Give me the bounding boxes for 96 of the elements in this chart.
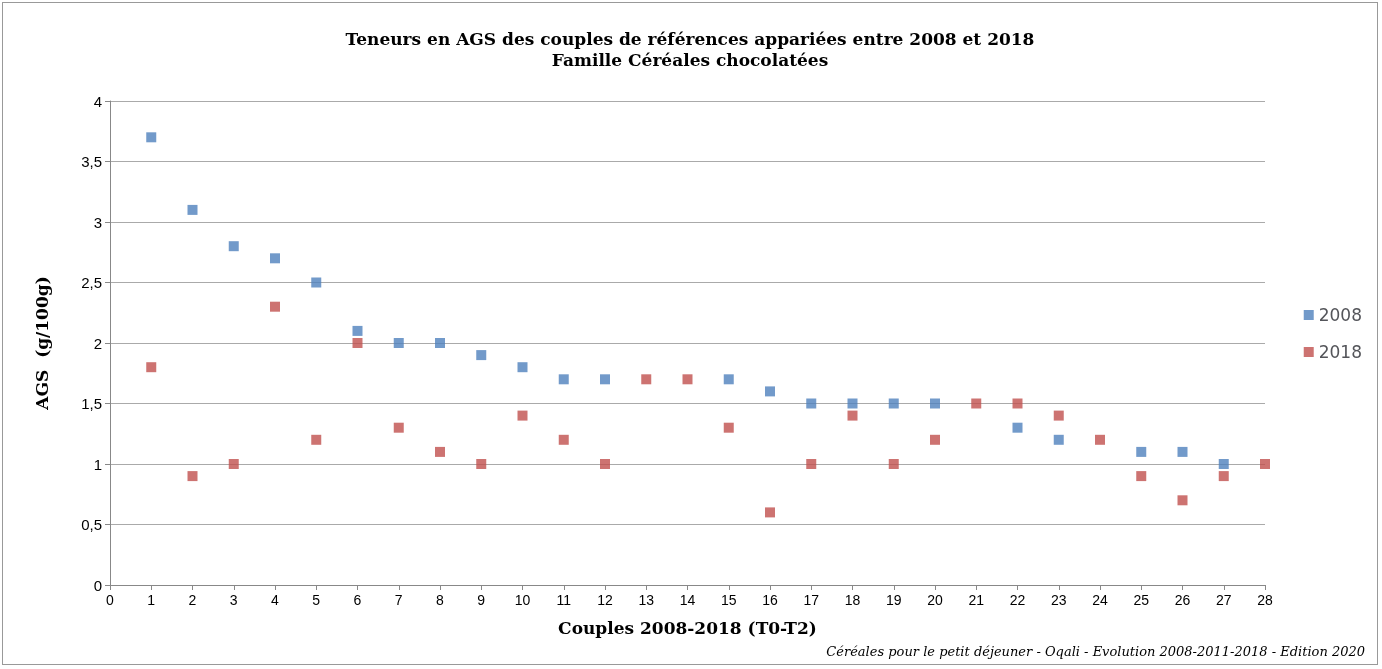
y-tick-label: 0,5 <box>81 516 102 533</box>
x-tick-label: 2 <box>188 592 197 608</box>
x-tick-label: 11 <box>556 592 572 608</box>
point <box>1012 398 1023 409</box>
point <box>806 459 817 469</box>
point <box>517 410 528 421</box>
point <box>270 253 280 264</box>
point <box>765 386 775 397</box>
point <box>435 338 445 348</box>
x-tick-label: 9 <box>477 592 486 608</box>
x-tick-label: 26 <box>1174 592 1191 608</box>
point <box>435 446 445 457</box>
point <box>146 362 157 373</box>
point <box>682 374 693 385</box>
point <box>1053 434 1064 445</box>
x-tick-label: 19 <box>885 592 902 608</box>
point <box>228 241 239 252</box>
point <box>847 410 858 421</box>
x-tick-label: 5 <box>312 592 321 608</box>
x-tick-label: 0 <box>106 592 115 608</box>
x-tick-label: 18 <box>844 592 861 608</box>
point <box>558 434 569 445</box>
y-tick-label: 2 <box>93 334 102 352</box>
y-tick-label: 3,5 <box>81 153 102 170</box>
x-tick-label: 15 <box>720 592 737 608</box>
point <box>1095 434 1105 445</box>
x-tick-label: 21 <box>968 592 985 608</box>
point <box>971 398 982 409</box>
point <box>888 459 899 469</box>
x-tick-label: 7 <box>394 592 403 608</box>
point <box>723 374 734 385</box>
point <box>558 374 569 385</box>
point <box>1177 495 1188 506</box>
x-tick-label: 16 <box>762 592 778 608</box>
point <box>723 422 734 433</box>
x-tick-label: 4 <box>271 592 280 608</box>
legend-label: 2018 <box>1318 342 1362 362</box>
point <box>187 204 198 215</box>
point <box>476 459 487 469</box>
x-tick-label: 27 <box>1215 592 1232 608</box>
point <box>1136 446 1147 457</box>
x-tick-label: 1 <box>147 592 156 608</box>
chart-title: Teneurs en AGS des couples de références appariées entre 2008 et 2018 <box>345 28 1035 49</box>
point <box>393 422 404 433</box>
x-tick-label: 24 <box>1092 592 1108 608</box>
point <box>641 374 652 385</box>
x-tick-label: 13 <box>638 592 655 608</box>
point <box>1012 422 1023 433</box>
x-tick-label: 25 <box>1133 592 1150 608</box>
point <box>228 459 239 469</box>
point <box>311 434 322 445</box>
x-tick-label: 6 <box>353 592 362 608</box>
point <box>146 132 157 143</box>
y-tick-label: 3 <box>93 213 102 231</box>
x-axis-title: Couples 2008-2018 (T0-T2) <box>558 617 817 638</box>
point <box>270 301 280 312</box>
point <box>476 350 487 361</box>
x-tick-label: 22 <box>1009 592 1026 608</box>
text: Céréales pour le petit déjeuner - Oqali - Evolution 2008-2011-2018 - Edition 2020 <box>826 644 1366 659</box>
x-tick-label: 10 <box>514 592 531 608</box>
point <box>1177 446 1188 457</box>
point <box>1218 459 1229 469</box>
x-tick-label: 20 <box>927 592 943 608</box>
point <box>1053 410 1064 421</box>
point <box>311 277 322 288</box>
x-tick-label: 12 <box>597 592 613 608</box>
y-tick-label: 2,5 <box>81 274 102 291</box>
y-tick-label: 1 <box>93 455 102 473</box>
point <box>1136 471 1147 482</box>
point <box>352 325 363 336</box>
x-tick-label: 14 <box>679 592 696 608</box>
point <box>517 362 528 373</box>
point <box>888 398 899 409</box>
point <box>600 374 610 385</box>
chart-subtitle: Famille Céréales chocolatées <box>551 49 829 70</box>
x-tick-label: 17 <box>803 592 820 608</box>
legend-label: 2008 <box>1318 305 1362 325</box>
point <box>187 471 198 482</box>
y-tick-label: 1,5 <box>81 395 102 412</box>
point <box>765 507 775 518</box>
point <box>1260 459 1270 469</box>
point <box>930 398 940 409</box>
y-tick-label: 0 <box>93 576 102 594</box>
point <box>847 398 858 409</box>
point <box>600 459 610 469</box>
point <box>352 338 363 348</box>
point <box>806 398 817 409</box>
point <box>1218 471 1229 482</box>
x-tick-label: 8 <box>436 592 445 608</box>
x-tick-label: 28 <box>1257 592 1273 608</box>
y-tick-label: 4 <box>93 92 102 110</box>
x-tick-label: 3 <box>229 592 238 608</box>
point <box>930 434 940 445</box>
y-axis-title: AGS (g/100g) <box>31 276 52 411</box>
point <box>393 338 404 348</box>
x-tick-label: 23 <box>1050 592 1067 608</box>
